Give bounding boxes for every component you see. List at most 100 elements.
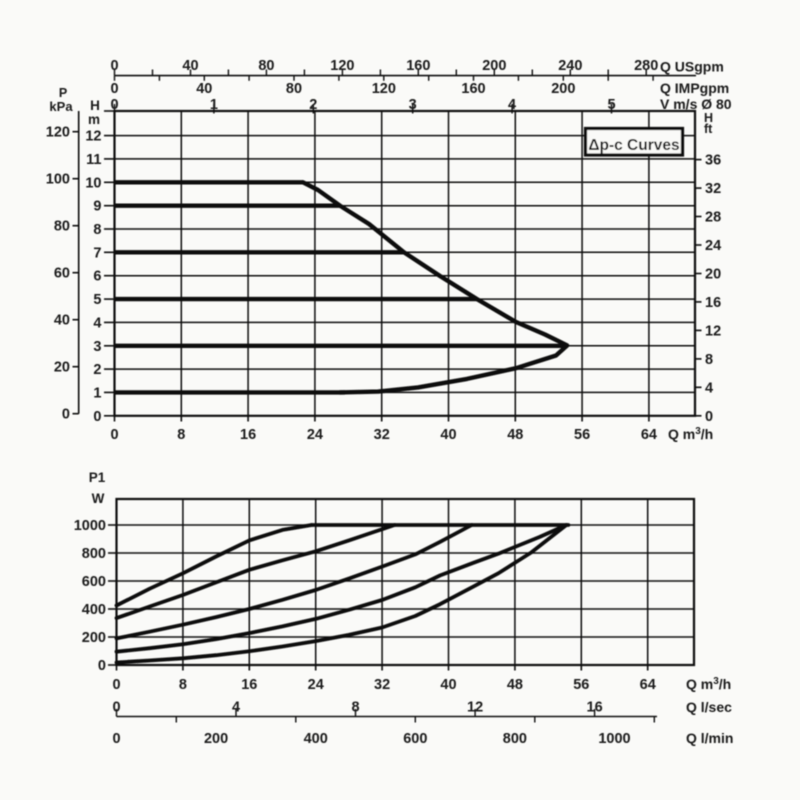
svg-text:16: 16 — [705, 295, 721, 311]
svg-text:40: 40 — [182, 58, 198, 74]
svg-text:Q l/min: Q l/min — [686, 730, 733, 746]
svg-text:32: 32 — [705, 181, 721, 197]
svg-text:20: 20 — [54, 360, 70, 376]
svg-text:24: 24 — [307, 427, 323, 443]
svg-text:9: 9 — [93, 199, 101, 215]
svg-text:H: H — [90, 98, 100, 113]
svg-text:400: 400 — [304, 731, 328, 747]
svg-text:4: 4 — [93, 315, 101, 331]
svg-text:8: 8 — [705, 352, 713, 368]
svg-text:0: 0 — [110, 427, 118, 443]
svg-text:7: 7 — [93, 245, 101, 261]
svg-text:36: 36 — [705, 153, 721, 169]
svg-text:160: 160 — [461, 81, 485, 97]
svg-text:80: 80 — [286, 81, 302, 97]
svg-text:1: 1 — [210, 97, 218, 113]
svg-text:P1: P1 — [89, 470, 106, 485]
svg-text:56: 56 — [574, 427, 590, 443]
svg-text:80: 80 — [54, 219, 70, 235]
svg-text:280: 280 — [634, 58, 658, 74]
svg-text:10: 10 — [85, 175, 101, 191]
svg-text:12: 12 — [467, 700, 483, 716]
svg-text:200: 200 — [82, 630, 106, 646]
svg-text:V m/s Ø 80: V m/s Ø 80 — [660, 96, 732, 112]
svg-text:4: 4 — [705, 380, 713, 396]
svg-text:0: 0 — [705, 409, 713, 425]
svg-text:2: 2 — [93, 362, 101, 378]
svg-text:m: m — [88, 112, 100, 127]
svg-text:8: 8 — [351, 700, 359, 716]
svg-text:160: 160 — [406, 58, 430, 74]
svg-text:0: 0 — [62, 407, 70, 423]
svg-text:1000: 1000 — [598, 731, 630, 747]
svg-text:1: 1 — [93, 385, 101, 401]
svg-text:120: 120 — [372, 81, 396, 97]
svg-text:120: 120 — [330, 58, 354, 74]
svg-text:800: 800 — [503, 731, 527, 747]
svg-text:12: 12 — [705, 323, 721, 339]
svg-text:11: 11 — [86, 152, 101, 168]
svg-text:60: 60 — [54, 266, 70, 282]
svg-text:Q m3/h: Q m3/h — [686, 676, 731, 692]
svg-text:6: 6 — [93, 269, 101, 285]
svg-text:200: 200 — [204, 731, 228, 747]
svg-text:Q IMPgpm: Q IMPgpm — [660, 80, 729, 96]
svg-text:100: 100 — [46, 172, 70, 188]
svg-text:24: 24 — [308, 677, 324, 693]
svg-text:64: 64 — [640, 677, 656, 693]
svg-text:0: 0 — [98, 658, 106, 674]
svg-text:Δp-c Curves: Δp-c Curves — [588, 137, 679, 154]
svg-text:16: 16 — [587, 700, 603, 716]
svg-text:40: 40 — [440, 427, 456, 443]
svg-text:3: 3 — [93, 339, 101, 355]
svg-text:40: 40 — [54, 313, 70, 329]
svg-text:20: 20 — [705, 267, 721, 283]
svg-text:40: 40 — [196, 81, 212, 97]
svg-text:16: 16 — [240, 427, 256, 443]
svg-text:32: 32 — [374, 427, 390, 443]
svg-text:1000: 1000 — [74, 518, 106, 534]
svg-text:600: 600 — [82, 574, 106, 590]
svg-text:0: 0 — [112, 731, 120, 747]
svg-text:48: 48 — [507, 427, 523, 443]
svg-text:12: 12 — [85, 129, 101, 145]
svg-text:P: P — [59, 86, 67, 100]
svg-text:600: 600 — [403, 731, 427, 747]
svg-text:200: 200 — [482, 58, 506, 74]
svg-text:2: 2 — [309, 97, 317, 113]
svg-text:200: 200 — [551, 81, 575, 97]
svg-text:Q l/sec: Q l/sec — [686, 699, 732, 715]
svg-text:24: 24 — [705, 238, 721, 254]
svg-text:ft: ft — [704, 122, 713, 136]
svg-text:0: 0 — [112, 677, 120, 693]
svg-text:800: 800 — [82, 546, 106, 562]
svg-text:8: 8 — [179, 677, 187, 693]
svg-text:8: 8 — [93, 222, 101, 238]
svg-text:28: 28 — [705, 210, 721, 226]
svg-text:0: 0 — [110, 97, 118, 113]
svg-text:4: 4 — [508, 97, 516, 113]
svg-text:64: 64 — [641, 427, 657, 443]
svg-text:56: 56 — [573, 677, 589, 693]
svg-text:Q USgpm: Q USgpm — [660, 59, 724, 75]
svg-text:0: 0 — [112, 700, 120, 716]
svg-text:Q m3/h: Q m3/h — [668, 426, 713, 442]
svg-text:3: 3 — [409, 97, 417, 113]
svg-text:400: 400 — [82, 602, 106, 618]
svg-text:0: 0 — [110, 81, 118, 97]
svg-text:16: 16 — [241, 677, 257, 693]
svg-text:8: 8 — [177, 427, 185, 443]
svg-text:240: 240 — [558, 58, 582, 74]
svg-text:5: 5 — [93, 292, 101, 308]
svg-text:W: W — [92, 491, 105, 506]
svg-text:kPa: kPa — [49, 99, 73, 114]
svg-text:5: 5 — [607, 97, 615, 113]
svg-text:0: 0 — [110, 58, 118, 74]
svg-text:H: H — [704, 111, 713, 125]
svg-text:4: 4 — [232, 700, 240, 716]
svg-text:120: 120 — [46, 125, 70, 141]
svg-text:40: 40 — [440, 677, 456, 693]
svg-text:80: 80 — [258, 58, 274, 74]
svg-text:0: 0 — [93, 409, 101, 425]
svg-text:32: 32 — [374, 677, 390, 693]
